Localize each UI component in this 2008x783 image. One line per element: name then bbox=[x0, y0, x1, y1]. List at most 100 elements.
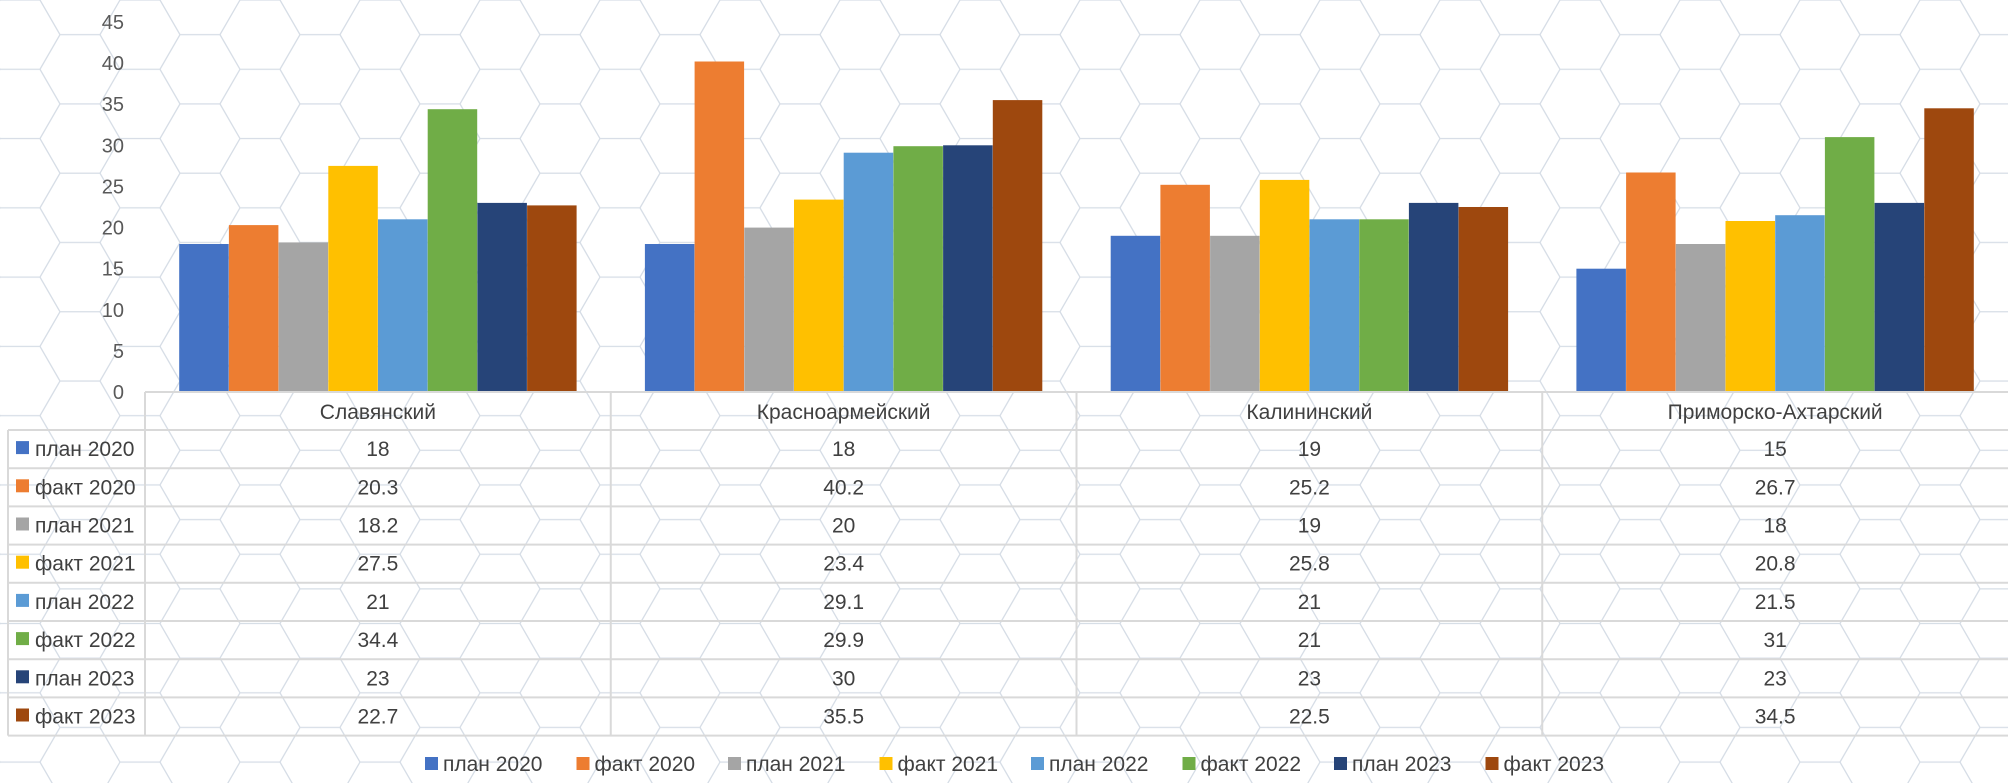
row-series-label: факт 2022 bbox=[35, 629, 136, 652]
row-series-label: план 2021 bbox=[35, 515, 134, 538]
bar bbox=[1309, 219, 1359, 392]
legend-label: факт 2021 bbox=[898, 753, 999, 776]
y-tick-label: 30 bbox=[102, 135, 124, 157]
bar bbox=[179, 244, 229, 392]
table-cell-value: 29.9 bbox=[823, 629, 864, 652]
row-series-label: факт 2020 bbox=[35, 476, 136, 499]
bar bbox=[1359, 219, 1409, 392]
bar bbox=[1259, 179, 1310, 392]
bar bbox=[1824, 137, 1875, 392]
table-cell-value: 23 bbox=[1298, 667, 1321, 690]
table-cell-value: 23.4 bbox=[823, 553, 864, 576]
table-cell-value: 31 bbox=[1763, 629, 1786, 652]
legend-swatch bbox=[1182, 757, 1196, 770]
y-axis: 0 5 10 15 20 25 30 35 40 45 bbox=[102, 12, 124, 404]
legend-label: факт 2020 bbox=[595, 753, 696, 776]
table-cell-value: 40.2 bbox=[823, 476, 864, 499]
table-cell-value: 15 bbox=[1763, 438, 1786, 461]
legend-swatch bbox=[1334, 757, 1347, 770]
table-cell-value: 21 bbox=[1298, 591, 1321, 614]
row-series-label: факт 2023 bbox=[35, 706, 136, 729]
bar bbox=[228, 225, 279, 392]
legend-label: план 2020 bbox=[443, 753, 542, 776]
category-label: Приморско-Ахтарский bbox=[1668, 401, 1883, 424]
bar bbox=[427, 109, 478, 392]
legend-label: план 2023 bbox=[1352, 753, 1451, 776]
bar bbox=[1874, 202, 1925, 392]
bar bbox=[893, 146, 943, 392]
bar bbox=[1458, 207, 1509, 392]
legend-label: план 2022 bbox=[1049, 753, 1148, 776]
row-legend-key bbox=[16, 555, 29, 569]
row-legend-key bbox=[16, 441, 29, 455]
row-series-label: план 2022 bbox=[35, 591, 134, 614]
bar bbox=[378, 219, 428, 392]
table-cell-value: 22.7 bbox=[357, 706, 398, 729]
row-series-label: факт 2021 bbox=[35, 553, 136, 576]
legend: план 2020 факт 2020 план 2021 факт 2021 план… bbox=[425, 753, 1604, 776]
table-cell-value: 25.8 bbox=[1289, 553, 1330, 576]
row-legend-key bbox=[16, 632, 29, 646]
y-tick-label: 45 bbox=[102, 12, 124, 34]
table-cell-value: 20 bbox=[832, 515, 855, 538]
table-cell-value: 20.3 bbox=[357, 476, 398, 499]
table-cell-value: 18.2 bbox=[357, 515, 398, 538]
legend-swatch bbox=[576, 757, 590, 770]
table-cell-value: 19 bbox=[1298, 515, 1321, 538]
table-cell-value: 18 bbox=[1763, 515, 1786, 538]
y-tick-label: 25 bbox=[102, 176, 124, 198]
row-legend-key bbox=[16, 670, 29, 684]
table-cell-value: 21 bbox=[366, 591, 389, 614]
legend-swatch bbox=[425, 757, 438, 770]
table-cell-value: 29.1 bbox=[823, 591, 864, 614]
y-tick-label: 15 bbox=[102, 259, 124, 281]
bar bbox=[843, 152, 894, 392]
bar bbox=[744, 227, 794, 392]
bar bbox=[943, 145, 993, 392]
bar bbox=[1775, 215, 1825, 392]
legend-swatch bbox=[879, 757, 893, 770]
table-cell-value: 25.2 bbox=[1289, 476, 1330, 499]
table-cell-value: 34.4 bbox=[357, 629, 398, 652]
y-tick-label: 20 bbox=[102, 218, 124, 240]
bar bbox=[1210, 235, 1260, 392]
bar bbox=[1924, 108, 1974, 393]
bars bbox=[179, 61, 1974, 393]
table-cell-value: 23 bbox=[366, 667, 389, 690]
y-tick-label: 10 bbox=[102, 300, 124, 322]
table-cell-value: 19 bbox=[1298, 438, 1321, 461]
y-tick-label: 0 bbox=[113, 382, 124, 404]
legend-swatch bbox=[1031, 757, 1044, 770]
bar bbox=[527, 205, 577, 392]
category-label: Калининский bbox=[1246, 401, 1372, 424]
bar bbox=[328, 165, 378, 392]
table-cell-value: 20.8 bbox=[1755, 553, 1796, 576]
table-cell-value: 27.5 bbox=[357, 553, 398, 576]
legend-label: факт 2023 bbox=[1504, 753, 1605, 776]
bar bbox=[1160, 184, 1210, 392]
bar bbox=[992, 100, 1043, 392]
bar bbox=[1626, 172, 1676, 392]
bar bbox=[1408, 202, 1459, 392]
row-legend-key bbox=[16, 517, 29, 531]
bar bbox=[1110, 235, 1161, 392]
table-cell-value: 34.5 bbox=[1755, 706, 1796, 729]
bar bbox=[477, 202, 527, 392]
bar bbox=[1675, 244, 1726, 392]
row-legend-key bbox=[16, 479, 29, 493]
row-legend-key bbox=[16, 708, 29, 722]
bar bbox=[794, 199, 844, 392]
table-cell-value: 21 bbox=[1298, 629, 1321, 652]
table-cell-value: 35.5 bbox=[823, 706, 864, 729]
y-tick-label: 35 bbox=[102, 94, 124, 116]
legend-swatch bbox=[728, 757, 741, 770]
table-cell-value: 18 bbox=[832, 438, 855, 461]
legend-label: факт 2022 bbox=[1201, 753, 1302, 776]
bar bbox=[278, 242, 329, 392]
category-label: Славянский bbox=[320, 401, 436, 424]
table-cell-value: 21.5 bbox=[1755, 591, 1796, 614]
legend-swatch bbox=[1485, 757, 1499, 770]
bar bbox=[694, 61, 745, 392]
y-tick-label: 40 bbox=[102, 53, 124, 75]
